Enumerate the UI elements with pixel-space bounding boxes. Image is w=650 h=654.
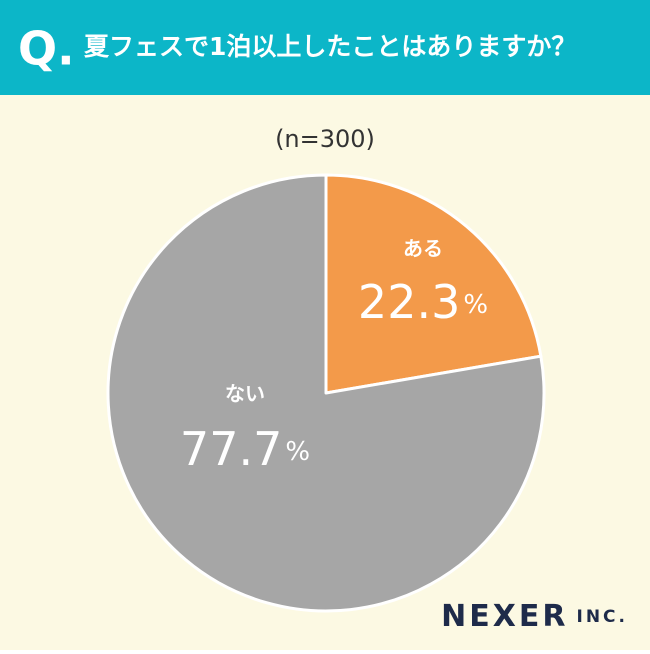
- header-bar: [0, 0, 650, 95]
- slice-value-unit: %: [285, 437, 310, 467]
- slice-value-unit: %: [463, 290, 488, 320]
- labels: ある 22.3 % ない 77.7%: [180, 237, 488, 476]
- pie: [106, 173, 546, 613]
- slice-value-number: 77.7: [180, 422, 282, 476]
- pie-slice: [324, 173, 543, 395]
- slice-value-number: 22.3: [358, 275, 460, 329]
- slice-value: 77.7%: [180, 422, 310, 476]
- logo-suffix: INC.: [577, 607, 629, 627]
- slice-category: ある: [403, 237, 443, 261]
- logo: NEXER INC.: [441, 599, 628, 634]
- pie-slice: [106, 173, 546, 613]
- slice-category: ない: [225, 382, 265, 406]
- slice-value: 22.3%: [358, 275, 488, 329]
- logo-name: NEXER: [441, 599, 568, 634]
- chart-title: 夏フェスで1泊以上したことはありますか？: [84, 32, 576, 61]
- chart-subtitle: (n=300): [275, 125, 375, 153]
- header-badge: Q.: [18, 22, 75, 76]
